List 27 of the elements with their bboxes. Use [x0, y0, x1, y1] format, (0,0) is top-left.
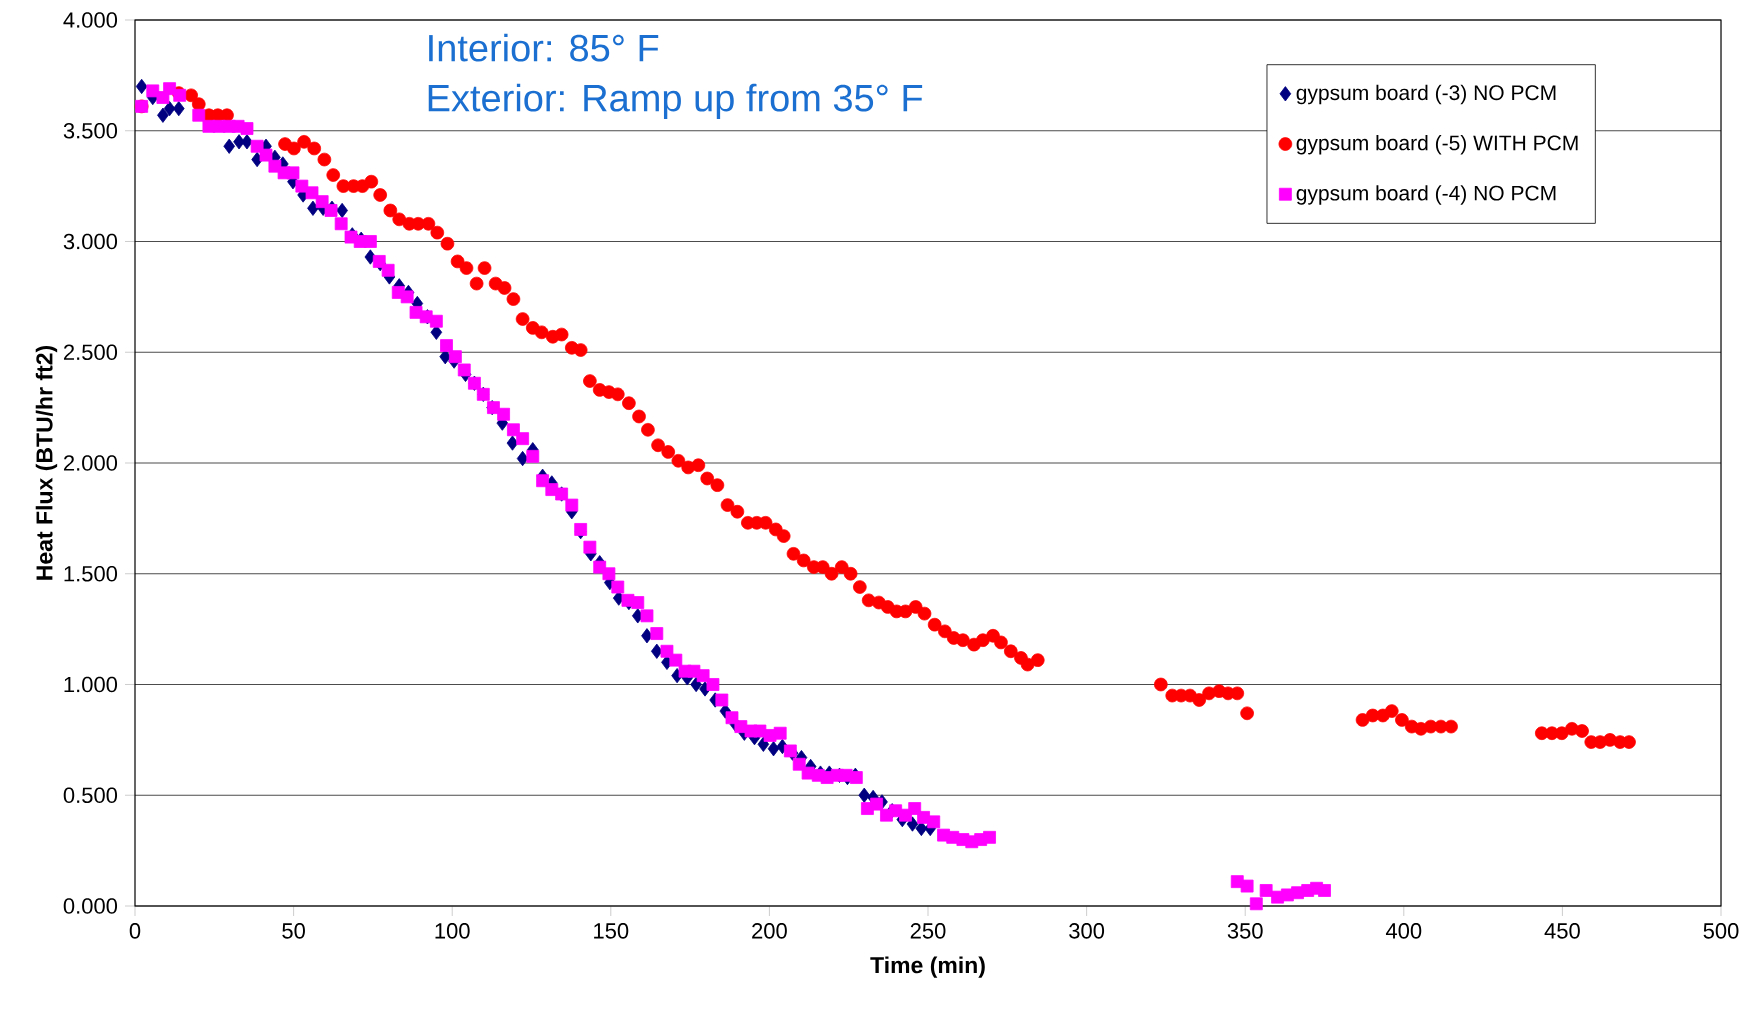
y-tick-label: 0.500: [63, 787, 118, 804]
y-tick-label: 3.000: [63, 233, 118, 250]
x-axis-title: Time (min): [870, 956, 985, 978]
x-tick-label: 500: [1703, 923, 1739, 939]
y-tick-label: 2.500: [63, 344, 118, 361]
x-tick-label: 0: [129, 923, 141, 939]
y-tick-label: 1.500: [64, 565, 118, 582]
x-tick-label: 250: [910, 923, 946, 939]
y-tick-label: 4.000: [63, 12, 118, 28]
legend-label: gypsum board (-5) WITH PCM: [1296, 134, 1578, 155]
y-tick-label: 1.000: [64, 676, 118, 693]
y-tick-label: 2.000: [63, 455, 118, 471]
legend-label: gypsum board (-4) NO PCM: [1296, 185, 1556, 205]
y-axis-title: Heat Flux (BTU/hr ft2): [35, 345, 58, 580]
y-tick-label: 0.000: [63, 898, 118, 914]
y-tick-label: 3.500: [63, 122, 118, 139]
x-tick-label: 350: [1227, 923, 1263, 939]
annotation: Interior: 85° F: [429, 33, 659, 62]
x-tick-label: 300: [1069, 923, 1105, 939]
x-tick-label: 150: [594, 923, 629, 939]
x-tick-label: 100: [435, 923, 470, 939]
x-tick-label: 400: [1385, 923, 1422, 939]
legend-label: gypsum board (-3) NO PCM: [1296, 84, 1556, 105]
annotation: Exterior: Ramp up from 35° F: [428, 83, 923, 120]
x-tick-label: 450: [1544, 923, 1580, 939]
x-tick-label: 200: [752, 923, 787, 939]
x-tick-label: 50: [282, 923, 305, 939]
